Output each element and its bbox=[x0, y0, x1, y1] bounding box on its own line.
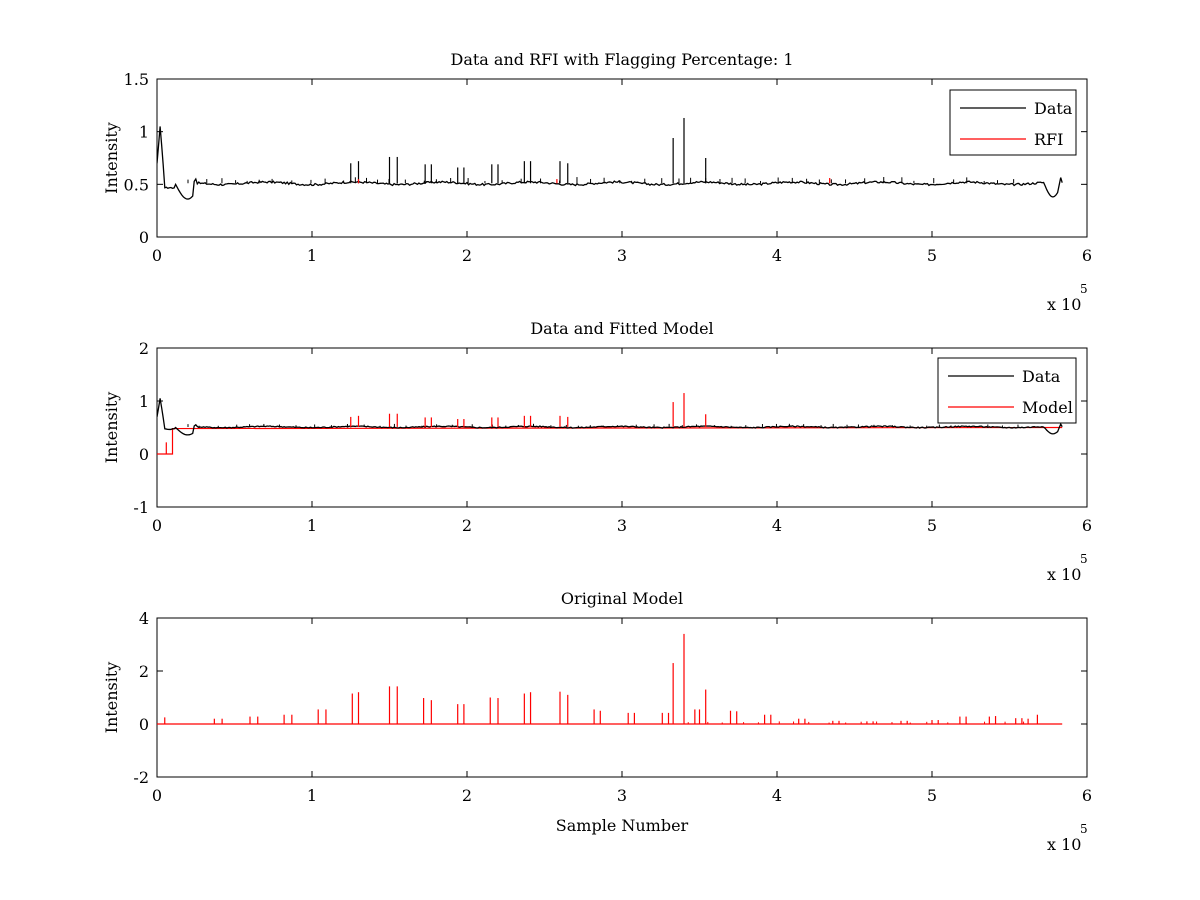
x-tick-label: 3 bbox=[617, 786, 627, 805]
x-tick-label: 0 bbox=[152, 786, 162, 805]
x-tick-label: 0 bbox=[152, 516, 162, 535]
plot-area bbox=[156, 78, 1088, 238]
x-tick-label: 1 bbox=[307, 246, 317, 265]
x-tick-label: 1 bbox=[307, 516, 317, 535]
x-tick-label: 3 bbox=[617, 246, 627, 265]
legend-entry: Model bbox=[1022, 398, 1073, 417]
model-line bbox=[157, 426, 1063, 455]
x-tick-label: 6 bbox=[1082, 786, 1092, 805]
y-axis-label: Intensity bbox=[102, 122, 121, 194]
subplot-2: Data and Fitted Model Intensity 0 1 2 3 4 5 6 x 1… bbox=[102, 319, 1092, 584]
y-tick-label: -2 bbox=[133, 768, 149, 787]
legend: Data RFI bbox=[949, 89, 1077, 156]
legend-entry: Data bbox=[1022, 367, 1061, 386]
x-exponent-label: x 10 bbox=[1047, 565, 1081, 584]
data-line bbox=[157, 398, 1063, 436]
plot-series bbox=[157, 633, 1063, 725]
x-exponent-label: x 10 bbox=[1047, 835, 1081, 854]
x-exponent-power: 5 bbox=[1080, 822, 1088, 836]
legend-box bbox=[949, 89, 1077, 156]
y-axis-label: Intensity bbox=[102, 662, 121, 734]
x-exponent-power: 5 bbox=[1080, 282, 1088, 296]
chart-title: Data and Fitted Model bbox=[530, 319, 713, 338]
x-tick-label: 3 bbox=[617, 516, 627, 535]
y-tick-label: 4 bbox=[139, 609, 149, 628]
x-tick-label: 4 bbox=[772, 786, 782, 805]
x-tick-label: 5 bbox=[927, 786, 937, 805]
subplot-1: Data and RFI with Flagging Percentage: 1… bbox=[102, 50, 1092, 314]
chart-title: Data and RFI with Flagging Percentage: 1 bbox=[450, 50, 793, 69]
data-line bbox=[157, 126, 1063, 200]
subplot-3: Original Model Intensity Sample Number 0 1 2 3… bbox=[102, 589, 1092, 854]
y-tick-label: 2 bbox=[139, 339, 149, 358]
y-tick-label: 0.5 bbox=[124, 175, 149, 194]
y-tick-label: 1 bbox=[139, 123, 149, 142]
x-tick-label: 6 bbox=[1082, 516, 1092, 535]
x-tick-label: 5 bbox=[927, 516, 937, 535]
x-tick-label: 2 bbox=[462, 786, 472, 805]
y-tick-label: 1.5 bbox=[124, 70, 149, 89]
plot-series bbox=[157, 393, 1063, 455]
x-tick-label: 2 bbox=[462, 246, 472, 265]
y-tick-label: 0 bbox=[139, 228, 149, 247]
x-exponent-power: 5 bbox=[1080, 552, 1088, 566]
x-tick-label: 4 bbox=[772, 246, 782, 265]
x-tick-label: 4 bbox=[772, 516, 782, 535]
x-tick-label: 6 bbox=[1082, 246, 1092, 265]
plot-series bbox=[157, 117, 1063, 200]
y-tick-label: 0 bbox=[139, 445, 149, 464]
x-tick-label: 1 bbox=[307, 786, 317, 805]
plot-area bbox=[156, 617, 1088, 778]
y-tick-label: 2 bbox=[139, 662, 149, 681]
y-tick-label: 0 bbox=[139, 715, 149, 734]
x-tick-label: 2 bbox=[462, 516, 472, 535]
chart-title: Original Model bbox=[561, 589, 683, 608]
legend-box bbox=[937, 357, 1077, 424]
x-exponent-label: x 10 bbox=[1047, 295, 1081, 314]
x-tick-label: 5 bbox=[927, 246, 937, 265]
x-axis-label: Sample Number bbox=[556, 816, 689, 835]
y-axis-label: Intensity bbox=[102, 392, 121, 464]
x-tick-label: 0 bbox=[152, 246, 162, 265]
y-tick-label: 1 bbox=[139, 392, 149, 411]
y-tick-label: -1 bbox=[133, 498, 149, 517]
legend-entry: RFI bbox=[1034, 130, 1063, 149]
legend: Data Model bbox=[937, 357, 1077, 424]
legend-entry: Data bbox=[1034, 99, 1073, 118]
